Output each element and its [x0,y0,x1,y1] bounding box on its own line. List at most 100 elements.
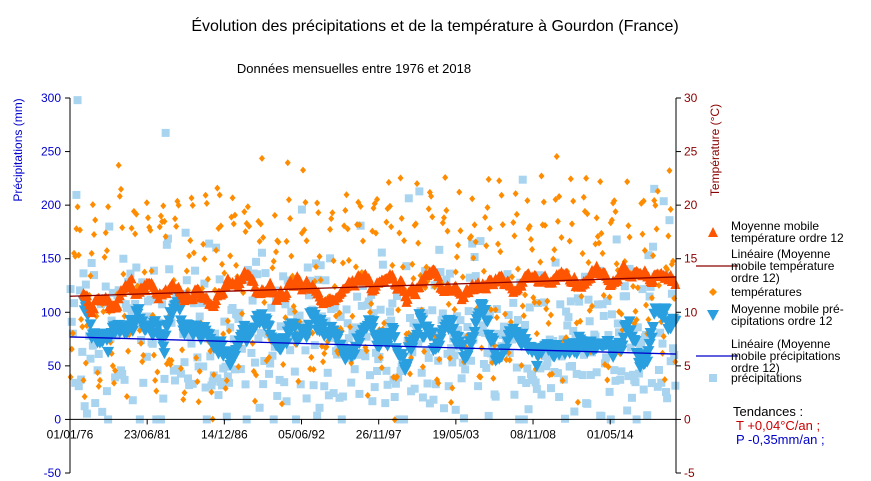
temperature-point [103,247,110,255]
temperature-point [116,192,123,200]
precipitation-point [671,381,680,390]
temperature-point [547,311,554,319]
trend-lines [69,276,677,355]
precipitation-point [301,346,310,355]
temperature-point [302,198,309,206]
temperature-point [359,237,366,245]
precipitation-point [295,311,304,320]
precipitation-ma-point [228,351,241,363]
temperature-point [141,268,148,276]
precipitation-point [87,259,96,268]
temperature-point [74,203,81,211]
precipitation-point [459,414,468,423]
temperature-point [393,373,400,381]
right-tick-label: 15 [684,252,698,266]
legend-label: cipitations ordre 12 [731,314,833,328]
precipitation-point [610,366,619,375]
temperature-point [397,174,404,182]
precipitation-point [435,245,444,254]
precipitation-points [66,96,680,424]
temperature-point [410,274,417,282]
precipitation-point [160,374,169,383]
temperature-point [580,193,587,201]
temperature-point [226,327,233,335]
temperature-point [396,229,403,237]
temperature-point [667,205,674,213]
precipitation-ma-point [479,305,492,317]
temperature-point [230,220,237,228]
temperature-point [291,308,298,316]
precipitation-point [524,405,533,414]
precipitation-point [491,392,500,401]
precipitation-point [236,365,245,374]
precipitation-point [347,378,356,387]
temperature-point [310,366,317,374]
temperature-point [317,276,324,284]
temperature-point [605,363,612,371]
legend-label: températures [731,285,802,299]
temperature-point [150,351,157,359]
precipitation-point [485,310,494,319]
precipitation-point [461,365,470,374]
temperature-point [626,233,633,241]
temperature-point [586,306,593,314]
temperature-point [269,264,276,272]
precipitation-point [306,276,315,285]
precipitation-ma-point [302,319,315,331]
temperature-point [290,302,297,310]
precipitation-point [504,311,513,320]
temperature-point [221,269,228,277]
temperature-ma-point [419,275,430,286]
precipitation-point [429,395,438,404]
precipitation-point [111,373,120,382]
temperature-ma-point [112,300,123,311]
precipitation-point [250,358,259,367]
temperature-point [119,224,126,232]
temperature-point [660,332,667,340]
precipitation-point [354,350,363,359]
precipitation-point [623,406,632,415]
temperature-point [415,239,422,247]
temperature-point [449,384,456,392]
temperature-point [406,370,413,378]
temperature-point [519,302,526,310]
precipitation-point [313,411,322,420]
temperature-point [343,191,350,199]
temperature-point [364,391,371,399]
precipitation-point [364,297,373,306]
precipitation-ma-point [366,322,379,334]
precipitation-point [509,298,518,307]
precipitation-point [396,366,405,375]
precipitation-point [456,316,465,325]
temperature-point [672,358,679,366]
precipitation-point [183,374,192,383]
precipitation-point [627,393,636,402]
precipitation-point [391,379,400,388]
precipitation-point [176,369,185,378]
precipitation-point [90,271,99,280]
temperature-point [567,175,574,183]
precipitation-point [598,300,607,309]
temperature-point [253,371,260,379]
precipitation-ma-point [642,346,655,358]
precipitation-point [557,352,566,361]
precipitation-point [350,365,359,374]
temperature-point [512,190,519,198]
temperature-point [643,301,650,309]
precipitation-point [164,234,173,243]
precipitation-point [611,376,620,385]
precipitation-ma-point [158,348,171,360]
precipitation-point [357,301,366,310]
precipitation-point [639,385,648,394]
temperature-point [442,173,449,181]
temperature-point [95,382,102,390]
precipitation-point [592,368,601,377]
temperature-point [189,201,196,209]
temperature-point [82,359,89,367]
precipitation-point [66,285,75,294]
right-axis-label: Température (°C) [708,104,722,196]
precipitation-point [535,271,544,280]
temperature-point [654,187,661,195]
temperature-point [79,323,86,331]
temperature-point [111,379,118,387]
